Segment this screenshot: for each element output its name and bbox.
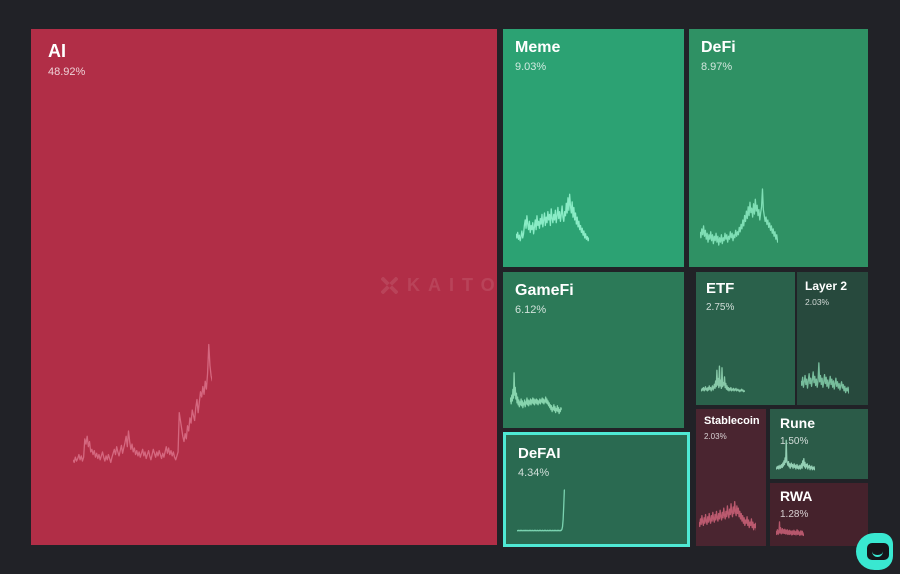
treemap-tile-defai-selected[interactable]: DeFAI 4.34% bbox=[503, 432, 690, 547]
tile-label-defai: DeFAI bbox=[518, 445, 561, 462]
treemap-tile-etf[interactable]: ETF 2.75% bbox=[696, 272, 795, 405]
sparkline-gamefi bbox=[510, 366, 561, 417]
tile-percent-etf: 2.75% bbox=[706, 301, 735, 313]
sparkline-defi bbox=[700, 177, 779, 256]
tile-label-meme: Meme bbox=[515, 39, 561, 56]
tile-percent-meme: 9.03% bbox=[515, 61, 547, 73]
tile-label-stablecoin: Stablecoin bbox=[704, 415, 760, 427]
tile-label-etf: ETF bbox=[706, 280, 735, 297]
tile-percent-rune: 1.50% bbox=[780, 435, 809, 447]
tile-percent-rwa: 1.28% bbox=[780, 508, 809, 520]
tile-label-rune: Rune bbox=[780, 415, 815, 431]
tile-label-layer-2: Layer 2 bbox=[805, 279, 848, 293]
tile-label-defi: DeFi bbox=[701, 39, 736, 56]
tile-label-gamefi: GameFi bbox=[515, 282, 574, 299]
sparkline-meme bbox=[516, 174, 590, 248]
sparkline-ai bbox=[73, 339, 212, 478]
tile-percent-defai: 4.34% bbox=[518, 466, 550, 479]
tile-label-ai: AI bbox=[48, 41, 66, 61]
logo-inner-screen bbox=[867, 543, 889, 560]
sparkline-defai bbox=[517, 486, 565, 534]
tile-label-rwa: RWA bbox=[780, 488, 813, 504]
treemap-tile-rune[interactable]: Rune 1.50% bbox=[770, 409, 868, 479]
treemap-tile-rwa[interactable]: RWA 1.28% bbox=[770, 483, 868, 546]
treemap-tile-meme[interactable]: Meme 9.03% bbox=[503, 29, 684, 267]
treemap-tile-defi[interactable]: DeFi 8.97% bbox=[689, 29, 868, 267]
sparkline-stablecoin bbox=[699, 482, 757, 540]
sparkline-etf bbox=[701, 352, 745, 396]
treemap-tile-gamefi[interactable]: GameFi 6.12% bbox=[503, 272, 684, 428]
sparkline-layer-2 bbox=[801, 352, 849, 400]
tile-percent-ai: 48.92% bbox=[48, 65, 86, 78]
treemap-tile-ai[interactable]: AI 48.92% bbox=[31, 29, 497, 545]
sparkline-rwa bbox=[776, 513, 804, 541]
treemap-tile-layer-2[interactable]: Layer 2 2.03% bbox=[797, 272, 868, 405]
tile-percent-defi: 8.97% bbox=[701, 61, 733, 73]
logo-smile-icon bbox=[872, 551, 883, 557]
tile-percent-layer-2: 2.03% bbox=[805, 297, 830, 307]
treemap-tile-stablecoin[interactable]: Stablecoin 2.03% bbox=[696, 409, 766, 546]
brand-mascot-logo bbox=[856, 533, 893, 570]
tile-percent-stablecoin: 2.03% bbox=[704, 431, 727, 441]
sparkline-rune bbox=[776, 435, 815, 474]
tile-percent-gamefi: 6.12% bbox=[515, 304, 547, 316]
